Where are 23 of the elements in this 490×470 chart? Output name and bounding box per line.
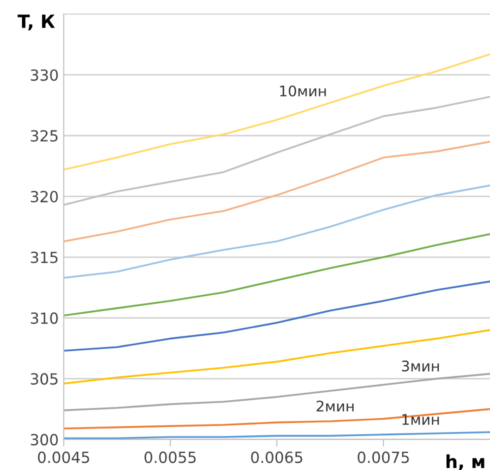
- y-tick-label: 325: [30, 130, 58, 142]
- line-series: [64, 53, 490, 171]
- x-tick-label: 0.0055: [144, 452, 196, 464]
- y-tick-label: 300: [30, 434, 58, 446]
- y-tick-label: 305: [30, 373, 58, 385]
- annotation: 10мин: [280, 85, 326, 97]
- annotation: 3мин: [402, 360, 439, 372]
- x-tick-label: 0.0045: [38, 452, 90, 464]
- line-series: [64, 372, 490, 412]
- x-tick-label: 0.0075: [358, 452, 409, 464]
- y-tick-label: 310: [30, 312, 58, 324]
- line-series: [64, 329, 490, 384]
- x-tick-label: 0.0065: [251, 452, 302, 464]
- annotation: 2мин: [316, 400, 354, 412]
- line-series: [64, 280, 490, 352]
- y-axis-title: T, К: [18, 14, 55, 30]
- line-series: [64, 140, 490, 242]
- line-series: [64, 233, 490, 316]
- line-series: [64, 184, 490, 279]
- annotation: 1мин: [402, 414, 439, 425]
- y-tick-label: 315: [30, 252, 58, 264]
- y-tick-label: 320: [30, 190, 58, 202]
- y-tick-label: 330: [30, 69, 58, 81]
